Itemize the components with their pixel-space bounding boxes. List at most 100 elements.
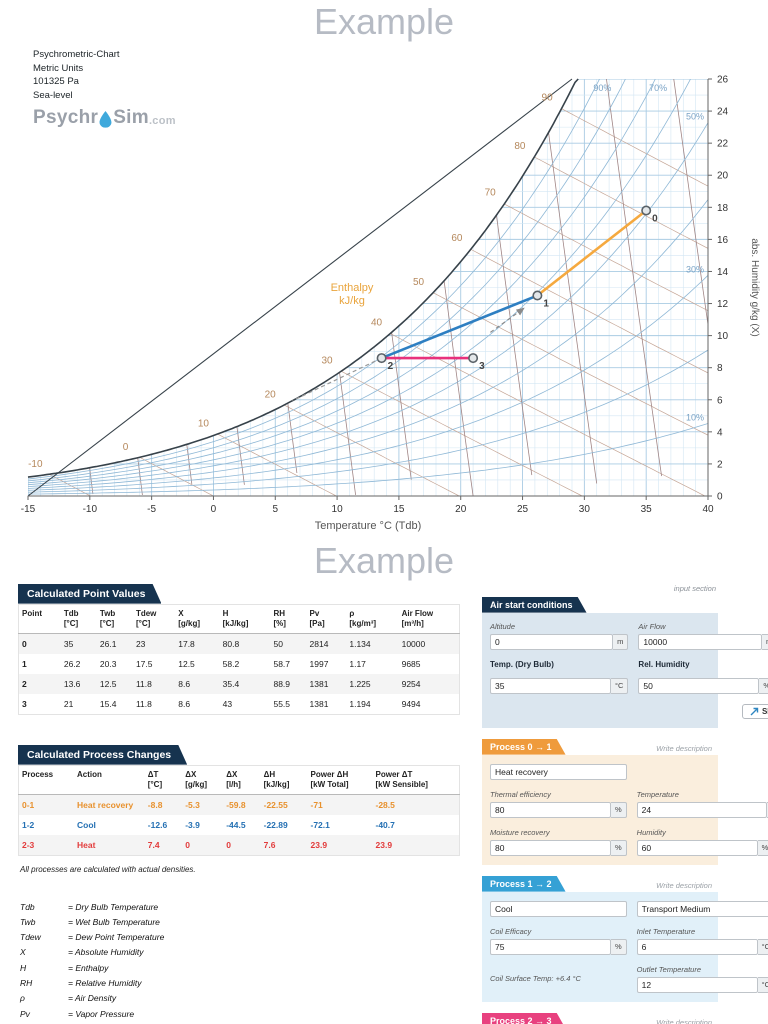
chart-point-1[interactable]	[532, 290, 543, 301]
air-flow-input[interactable]	[638, 633, 762, 650]
legend-item: X = Absolute Humidity	[20, 947, 144, 958]
moisture-recovery-field: Moisture recovery %	[490, 828, 627, 856]
process-0-1-description-input[interactable]	[490, 763, 627, 780]
x-axis-title: Temperature °C (Tdb)	[315, 520, 422, 532]
point-values-row: 1 26.2 20.3 17.5 12.5 58.2 58.7 1997 1.17 9685	[22, 658, 421, 669]
rel-humidity-label: Rel. Humidity	[638, 659, 690, 669]
inlet-temperature-input[interactable]	[636, 938, 758, 955]
altitude-input[interactable]	[490, 633, 614, 650]
chart-point-2[interactable]	[376, 352, 387, 363]
x-tick-label: 10	[332, 504, 344, 515]
enthalpy-scale-label: 20	[265, 389, 277, 400]
process-2-3-panel: Process 2 → 3 Write description Value	[482, 1013, 718, 1024]
column-header: RH [%]	[270, 604, 307, 634]
process-changes-row: 0-1 Heat recovery -8.8 -5.3 -59.8 -22.55 -71 -2…	[18, 794, 460, 815]
dry-bulb-input[interactable]	[490, 677, 611, 694]
shf-button-label: SHF	[761, 706, 768, 716]
y-axis-title: abs. Humidity g/kg (X)	[749, 238, 760, 336]
y-tick-label: 20	[717, 171, 729, 182]
recovery-humidity-input[interactable]	[636, 839, 758, 856]
rh-curve-label: 70%	[649, 83, 667, 93]
air-start-conditions-panel: Air start conditions Altitude m Air Flow	[482, 595, 768, 728]
coil-efficacy-input[interactable]	[490, 938, 611, 955]
process-1-2-description-input[interactable]	[490, 900, 627, 917]
process-0-1-title: Process 0 → 1	[482, 739, 566, 755]
results-column: Calculated Point Values Point Tdb [°C] Twb[…	[18, 584, 460, 1024]
column-header: Air Flow [m³/h]	[398, 604, 460, 634]
column-header: Tdew [°C]	[132, 604, 176, 634]
process-line-0-1	[536, 209, 647, 297]
moisture-recovery-input[interactable]	[490, 839, 611, 856]
enthalpy-scale-label: 70	[485, 187, 497, 198]
process-1-2-description-note: Write description	[656, 880, 712, 890]
column-header: Tdb [°C]	[60, 604, 97, 634]
enthalpy-scale-label: 90	[542, 92, 554, 103]
y-tick-label: 14	[717, 267, 729, 278]
air-flow-label: Air Flow	[638, 621, 666, 631]
x-tick-label: -15	[21, 504, 36, 515]
enthalpy-scale-label: 0	[123, 442, 129, 453]
rh-curve-label: 90%	[593, 83, 611, 93]
chart-point-label: 3	[479, 361, 485, 372]
air-start-title: Air start conditions	[482, 597, 587, 613]
x-tick-label: -5	[147, 504, 156, 515]
chart-point-3[interactable]	[468, 352, 479, 363]
abbreviation-legend: Tdb = Dry Bulb Temperature Twb = Wet Bulb T…	[20, 900, 460, 1022]
moisture-recovery-unit: %	[611, 839, 627, 856]
outlet-temperature-unit: °C	[757, 976, 768, 993]
inlet-temperature-field: Inlet Temperature °C	[636, 926, 768, 955]
chart-info-line: 101325 Pa	[33, 76, 79, 88]
y-tick-label: 8	[717, 363, 723, 374]
shf-button[interactable]: SHF	[741, 703, 768, 719]
y-tick-label: 26	[717, 74, 729, 85]
outlet-temperature-label: Outlet Temperature	[636, 964, 702, 974]
process-changes-row: 2-3 Heat 7.4 0 0 7.6 23.9 23.9	[18, 834, 460, 856]
legend-item: Tdb = Dry Bulb Temperature	[20, 901, 159, 912]
process-1-2-panel: Process 1 → 2 Write description Coil Eff…	[482, 876, 768, 1002]
recovery-humidity-unit: %RH	[757, 839, 768, 856]
coil-efficacy-field: Coil Efficacy %	[490, 927, 627, 955]
inlet-temperature-label: Inlet Temperature	[636, 926, 696, 936]
process-2-3-description-note: Write description	[656, 1017, 712, 1024]
thermal-efficiency-label: Thermal efficiency	[490, 789, 551, 799]
legend-item: ρ = Air Density	[20, 993, 117, 1004]
point-values-row: 0 35 26.1 23 17.8 80.8 50 2814 1.134 10000	[18, 633, 460, 654]
enthalpy-scale-label: 50	[413, 277, 425, 288]
column-header: Pv [Pa]	[306, 604, 347, 634]
section-title: Example	[313, 539, 455, 581]
process-line-1-2	[381, 294, 538, 360]
y-tick-label: 12	[717, 299, 729, 310]
page-title: Example	[313, 1, 455, 42]
air-flow-field: Air Flow m³/h	[638, 622, 768, 650]
transport-medium-input[interactable]	[636, 900, 768, 917]
dry-bulb-unit: °C	[611, 677, 629, 694]
process-changes-row: 1-2 Cool -12.6 -3.9 -44.5 -22.89 -72.1 -40.7	[22, 819, 395, 830]
altitude-field: Altitude m	[490, 621, 629, 650]
x-tick-label: 0	[211, 504, 217, 515]
rh-curve-label: 10%	[686, 412, 704, 422]
chart-point-label: 2	[388, 361, 394, 372]
y-tick-label: 2	[717, 459, 723, 470]
thermal-efficiency-input[interactable]	[490, 801, 611, 818]
recovery-temperature-input[interactable]	[636, 801, 767, 818]
rel-humidity-input[interactable]	[638, 677, 760, 694]
enthalpy-scale-label: -10	[28, 459, 43, 470]
column-header: Action	[74, 765, 145, 795]
legend-item: H = Enthalpy	[20, 962, 109, 973]
legend-item: RH = Relative Humidity	[20, 978, 142, 989]
altitude-label: Altitude	[490, 621, 516, 631]
x-tick-label: 25	[517, 504, 529, 515]
chart-info: Psychrometric-Chart Metric Units 101325 …	[33, 48, 120, 103]
y-tick-label: 10	[717, 331, 729, 342]
enthalpy-scale-label: 30	[321, 355, 333, 366]
chart-info-line: Sea-level	[33, 90, 73, 102]
x-tick-label: 5	[272, 504, 278, 515]
outlet-temperature-input[interactable]	[636, 976, 758, 993]
y-tick-label: 4	[717, 427, 723, 438]
outlet-temperature-field: Outlet Temperature °C	[636, 964, 768, 993]
x-tick-label: 20	[455, 504, 467, 515]
chart-point-0[interactable]	[641, 205, 652, 216]
chart-point-label: 1	[543, 298, 549, 309]
